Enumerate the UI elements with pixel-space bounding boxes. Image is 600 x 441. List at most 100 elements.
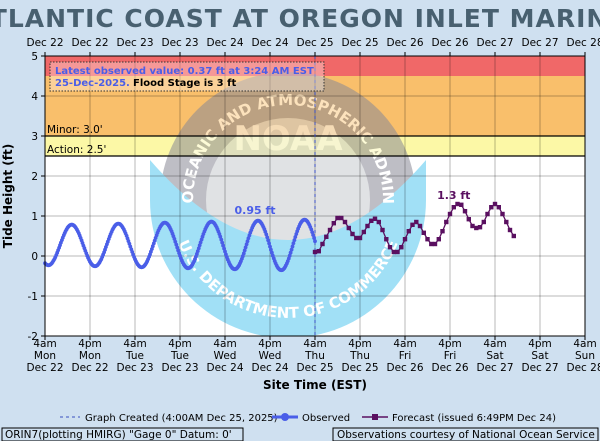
observed-peak-label: 0.95 ft	[234, 204, 275, 217]
forecast-point	[316, 249, 321, 254]
x-tick-label: Dec 25	[341, 362, 378, 374]
forecast-point	[339, 215, 344, 221]
x-tick-label: 4pm	[348, 338, 372, 350]
observed-point	[289, 247, 294, 252]
forecast-point	[485, 211, 490, 217]
observed-point	[196, 246, 201, 251]
forecast-point	[406, 229, 411, 234]
forecast-point	[342, 219, 348, 225]
band-major	[45, 56, 585, 76]
observed-point	[241, 251, 246, 256]
x-tick-label: 4pm	[528, 338, 552, 350]
x-tick-label: Fri	[444, 350, 457, 362]
forecast-point	[372, 216, 378, 221]
footer-credit-text: Observations courtesy of National Ocean …	[337, 429, 595, 441]
x-tick-label: 4pm	[258, 338, 282, 350]
observed-point	[220, 240, 225, 245]
forecast-point	[496, 205, 501, 210]
forecast-point	[477, 225, 483, 230]
forecast-point	[504, 219, 509, 225]
x-tick-label: Dec 28	[566, 362, 600, 374]
x-tick-label: Mon	[79, 350, 101, 362]
x-tick-label: Dec 26	[386, 362, 423, 374]
x-tick-label: Thu	[349, 350, 370, 362]
observed-point	[223, 249, 227, 254]
forecast-point	[384, 237, 389, 242]
forecast-point	[354, 235, 359, 241]
legend: Graph Created (4:00AM Dec 25, 2025) Obse…	[60, 413, 556, 424]
top-tick-label: Dec 22	[71, 37, 108, 49]
legend-observed-label: Observed	[302, 413, 350, 424]
observed-point	[293, 235, 298, 239]
chart-title: ATLANTIC COAST AT OREGON INLET MARINA	[0, 4, 600, 33]
legend-forecast-label: Forecast (issued 6:49PM Dec 24)	[392, 413, 556, 424]
x-tick-label: Dec 26	[431, 362, 468, 374]
y-axis-label: Tide Height (ft)	[1, 144, 15, 248]
forecast-point	[421, 230, 426, 235]
observed-point	[290, 244, 295, 249]
footer-datum-text: ORIN7(plotting HMIRG) "Gage 0" Datum: 0'	[5, 429, 232, 441]
forecast-point	[459, 202, 464, 207]
top-tick-label: Dec 27	[476, 37, 513, 49]
forecast-point	[425, 237, 430, 242]
observed-point	[219, 237, 224, 242]
top-tick-label: Dec 28	[566, 37, 600, 49]
forecast-point	[429, 241, 434, 247]
forecast-point	[402, 237, 408, 242]
observed-point	[244, 242, 249, 247]
x-tick-label: Tue	[125, 350, 144, 362]
latest-observed-text: Latest observed value: 0.37 ft at 3:24 A…	[55, 66, 314, 77]
x-tick-label: 4pm	[168, 338, 192, 350]
observed-point	[264, 232, 269, 237]
noaa-seal-wave	[150, 160, 426, 336]
observed-point	[288, 250, 293, 255]
x-tick-label: Dec 25	[296, 362, 333, 374]
observed-point	[312, 236, 316, 240]
x-tick-label: Fri	[399, 350, 412, 362]
noaa-logo-text: NOAA	[233, 119, 343, 159]
top-tick-label: Dec 27	[521, 37, 558, 49]
x-tick-label: 4am	[123, 338, 146, 350]
x-tick-label: Sat	[531, 350, 548, 362]
x-tick-label: 4am	[393, 338, 416, 350]
observed-point	[172, 237, 177, 241]
observed-point	[175, 245, 180, 250]
top-tick-label: Dec 23	[161, 37, 198, 49]
y-tick-label: 1	[31, 211, 38, 223]
top-tick-label: Dec 25	[296, 37, 333, 49]
forecast-point	[369, 218, 374, 223]
forecast-point	[380, 227, 385, 233]
y-tick-label: 0	[31, 251, 38, 263]
forecast-point	[395, 249, 400, 255]
y-tick-label: 3	[31, 131, 38, 143]
x-tick-label: Dec 22	[71, 362, 108, 374]
top-tick-label: Dec 26	[386, 37, 423, 49]
forecast-point	[414, 219, 419, 225]
top-axis-tick-labels: Dec 22 Dec 22 Dec 23 Dec 23 Dec 24 Dec 24 Dec …	[26, 37, 600, 49]
x-tick-label: 4pm	[78, 338, 102, 350]
observed-point	[291, 241, 296, 246]
x-tick-label: Dec 27	[521, 362, 558, 374]
top-tick-label: Dec 22	[26, 37, 63, 49]
y-tick-label: 2	[31, 171, 38, 183]
forecast-point	[410, 222, 415, 227]
x-tick-label: Sun	[575, 350, 595, 362]
forecast-point	[331, 221, 336, 226]
forecast-point	[320, 241, 325, 247]
forecast-point	[489, 205, 494, 210]
legend-graph-created-label: Graph Created (4:00AM Dec 25, 2025)	[85, 413, 278, 424]
x-tick-label: 4am	[483, 338, 506, 350]
top-tick-label: Dec 24	[206, 37, 243, 49]
forecast-point	[312, 249, 318, 255]
observed-point	[198, 240, 203, 245]
x-axis-label: Site Time (EST)	[263, 378, 367, 392]
x-tick-label: Dec 27	[476, 362, 513, 374]
footer-credit-box	[332, 427, 599, 441]
observed-point	[267, 241, 271, 246]
latest-observation-frame	[49, 61, 325, 92]
observed-point	[197, 243, 202, 248]
x-tick-label: 4am	[303, 338, 326, 350]
observed-point	[310, 230, 315, 235]
